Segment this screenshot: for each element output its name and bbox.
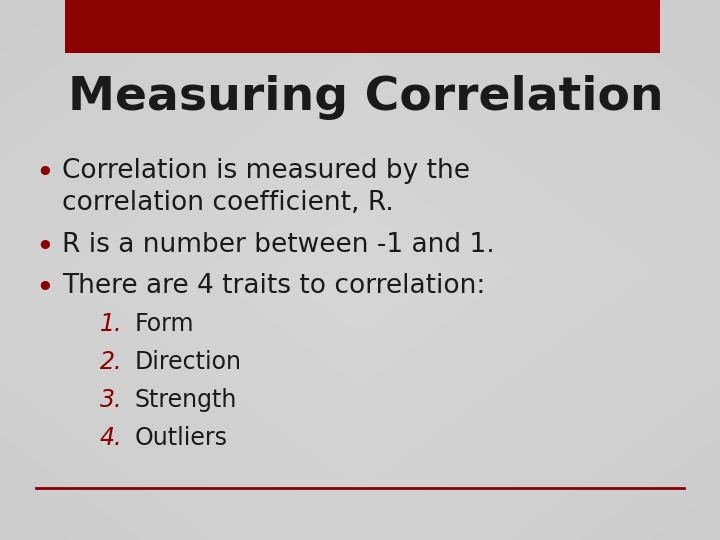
- Text: 1.: 1.: [100, 312, 122, 336]
- Text: correlation coefficient, R.: correlation coefficient, R.: [62, 190, 394, 216]
- Text: 4.: 4.: [100, 426, 122, 450]
- Text: •: •: [35, 273, 54, 304]
- Text: R is a number between -1 and 1.: R is a number between -1 and 1.: [62, 232, 495, 258]
- Text: Correlation is measured by the: Correlation is measured by the: [62, 158, 470, 184]
- Text: •: •: [35, 232, 54, 263]
- Text: 3.: 3.: [100, 388, 122, 412]
- Text: Form: Form: [135, 312, 194, 336]
- Bar: [65, 0, 660, 53]
- Text: 2.: 2.: [100, 350, 122, 374]
- Text: Measuring Correlation: Measuring Correlation: [68, 75, 664, 120]
- Text: Outliers: Outliers: [135, 426, 228, 450]
- Text: There are 4 traits to correlation:: There are 4 traits to correlation:: [62, 273, 485, 299]
- Text: Direction: Direction: [135, 350, 242, 374]
- Text: Strength: Strength: [135, 388, 238, 412]
- Text: •: •: [35, 158, 54, 189]
